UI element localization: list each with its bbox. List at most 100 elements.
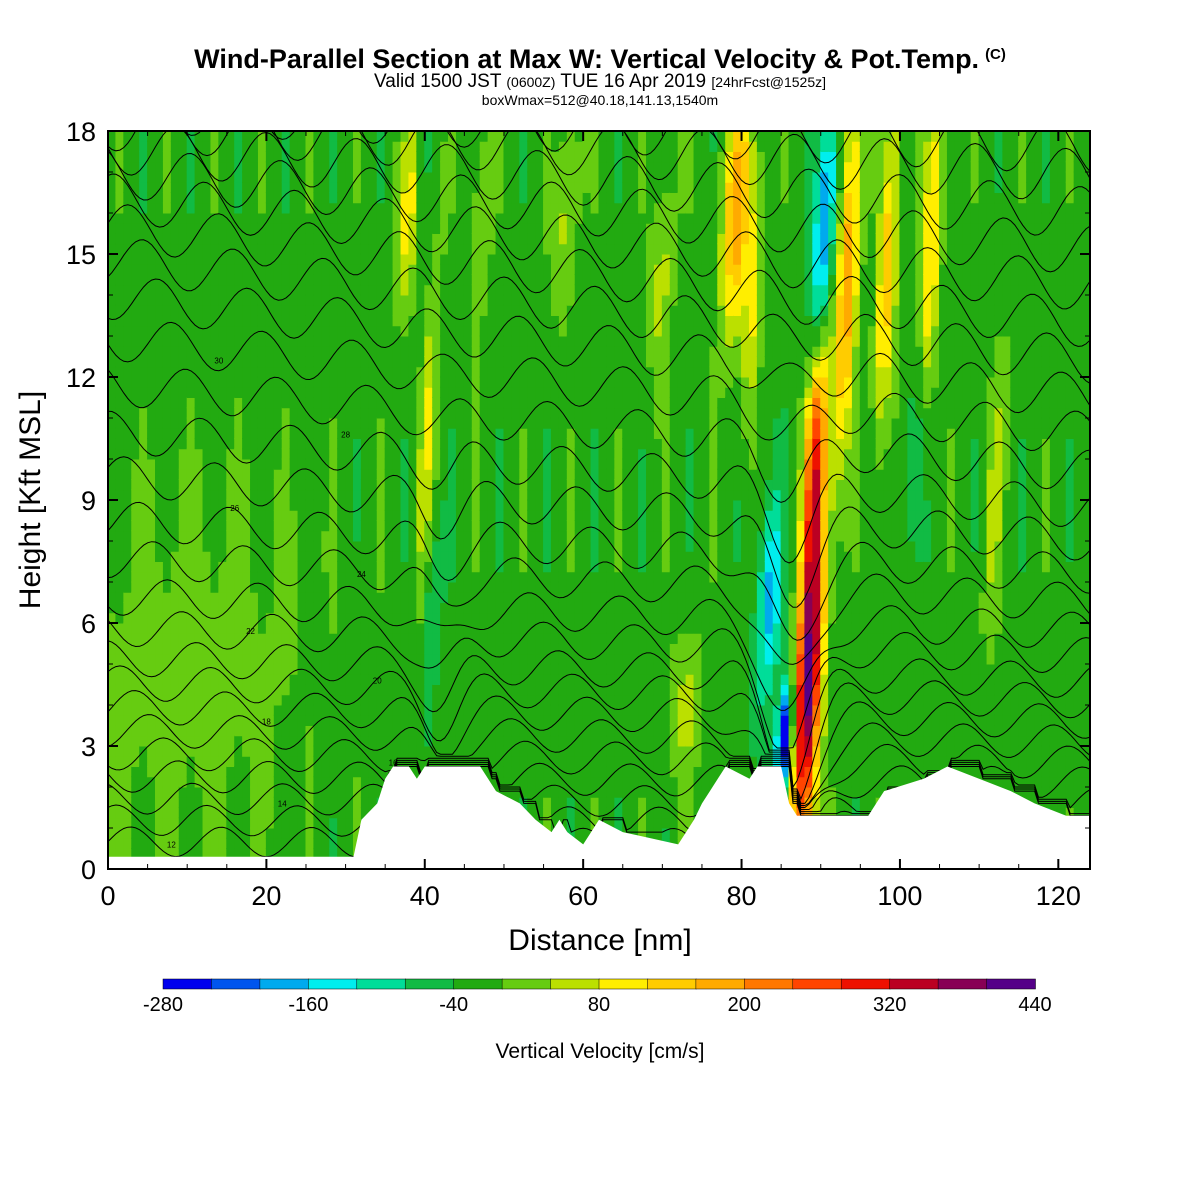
w-cell: [622, 181, 632, 193]
w-cell: [558, 192, 568, 204]
w-cell: [424, 468, 434, 480]
w-cell: [226, 581, 236, 593]
w-cell: [202, 479, 212, 491]
w-cell: [582, 131, 592, 142]
w-cell: [297, 284, 307, 296]
w-cell: [226, 407, 236, 419]
w-cell: [250, 776, 259, 788]
w-cell: [131, 530, 141, 542]
w-cell: [495, 499, 505, 511]
w-cell: [574, 725, 584, 737]
w-cell: [345, 479, 354, 491]
w-cell: [305, 735, 315, 747]
w-cell: [337, 315, 347, 327]
w-cell: [487, 222, 497, 234]
w-cell: [353, 131, 362, 142]
w-cell: [424, 192, 434, 204]
w-cell: [186, 827, 196, 839]
w-cell: [321, 499, 331, 511]
w-cell: [400, 438, 410, 450]
w-cell: [384, 366, 394, 378]
w-cell: [353, 653, 362, 665]
w-cell: [606, 448, 616, 460]
w-cell: [384, 550, 394, 562]
w-cell: [400, 386, 410, 398]
w-cell: [115, 171, 125, 183]
w-cell: [527, 243, 537, 255]
w-cell: [305, 315, 315, 327]
w-cell: [368, 438, 378, 450]
w-cell: [503, 407, 513, 419]
w-cell: [487, 233, 497, 245]
w-cell: [392, 131, 402, 142]
w-cell: [155, 848, 164, 860]
w-cell: [337, 243, 347, 255]
w-cell: [147, 131, 157, 142]
w-cell: [360, 131, 370, 142]
w-cell: [543, 386, 552, 398]
w-cell: [590, 499, 600, 511]
w-cell: [345, 140, 354, 152]
w-cell: [202, 356, 212, 368]
w-cell: [519, 304, 529, 316]
w-cell: [170, 407, 180, 419]
w-cell: [622, 632, 632, 644]
w-cell: [281, 786, 291, 798]
w-cell: [155, 407, 164, 419]
w-cell: [463, 509, 473, 521]
w-cell: [479, 274, 489, 286]
w-cell: [424, 673, 434, 685]
w-cell: [257, 622, 267, 634]
w-cell: [574, 397, 584, 409]
w-cell: [281, 694, 291, 706]
w-cell: [622, 612, 632, 624]
w-cell: [471, 663, 481, 675]
w-cell: [337, 304, 347, 316]
w-cell: [424, 479, 434, 491]
w-cell: [471, 591, 481, 603]
w-cell: [495, 786, 505, 798]
w-cell: [519, 673, 529, 685]
w-cell: [202, 602, 212, 614]
w-cell: [170, 192, 180, 204]
w-cell: [566, 294, 576, 306]
w-cell: [487, 161, 497, 173]
w-cell: [376, 663, 386, 675]
w-cell: [638, 192, 648, 204]
w-cell: [250, 581, 259, 593]
w-cell: [257, 848, 267, 860]
w-cell: [226, 663, 236, 675]
w-cell: [226, 786, 236, 798]
w-cell: [440, 212, 450, 224]
w-cell: [131, 366, 141, 378]
w-cell: [424, 612, 434, 624]
w-cell: [305, 386, 315, 398]
w-cell: [281, 386, 291, 398]
w-cell: [368, 714, 378, 726]
w-cell: [321, 612, 331, 624]
w-cell: [218, 653, 228, 665]
w-cell: [218, 397, 228, 409]
w-cell: [511, 325, 521, 337]
w-cell: [108, 274, 117, 286]
w-cell: [194, 284, 204, 296]
w-cell: [108, 540, 117, 552]
w-cell: [202, 499, 212, 511]
w-cell: [242, 755, 252, 767]
w-cell: [479, 335, 489, 347]
w-cell: [139, 520, 149, 532]
w-cell: [178, 632, 188, 644]
w-cell: [376, 766, 386, 778]
w-cell: [353, 479, 362, 491]
w-cell: [519, 468, 529, 480]
w-cell: [170, 725, 180, 737]
w-cell: [210, 151, 220, 163]
w-cell: [360, 294, 370, 306]
w-cell: [495, 479, 505, 491]
w-cell: [566, 643, 576, 655]
w-cell: [630, 325, 640, 337]
w-cell: [432, 192, 442, 204]
w-cell: [250, 786, 259, 798]
w-cell: [368, 366, 378, 378]
w-cell: [313, 684, 323, 696]
